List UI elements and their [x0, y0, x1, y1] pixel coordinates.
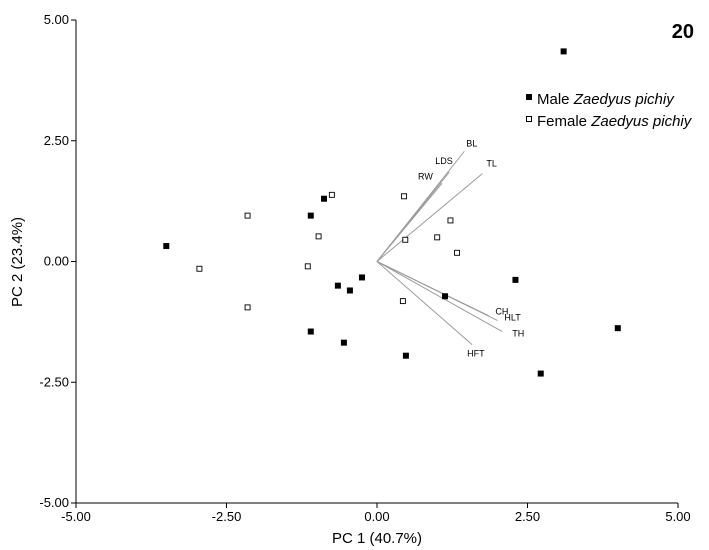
x-tick-label: -5.00	[61, 509, 91, 524]
legend-male-name: Male	[537, 91, 570, 108]
point-male	[402, 352, 409, 359]
point-female	[244, 212, 251, 219]
point-male	[334, 282, 341, 289]
vector-label-lds: LDS	[435, 156, 453, 166]
point-female	[402, 236, 409, 243]
y-tick-label: -5.00	[39, 495, 69, 510]
vector-label-bl: BL	[466, 138, 477, 148]
legend-female-name: Female	[537, 113, 587, 130]
x-tick-label: 5.00	[665, 509, 690, 524]
point-female	[434, 234, 441, 241]
point-female	[244, 304, 251, 311]
loading-vector-tl	[376, 173, 483, 262]
point-female	[304, 263, 311, 270]
point-male	[512, 276, 519, 283]
point-male	[321, 195, 328, 202]
x-tick-label: 0.00	[364, 509, 389, 524]
vector-label-hlt: HLT	[504, 312, 521, 322]
legend-entry-male: Male Zaedyus pichiy	[537, 91, 675, 108]
loading-vector-hlt	[376, 261, 498, 321]
legend-marker-female	[526, 116, 532, 122]
x-tick-label: -2.50	[212, 509, 242, 524]
point-female	[447, 217, 454, 224]
data-points	[163, 48, 621, 377]
point-male	[307, 212, 314, 219]
point-male	[614, 325, 621, 332]
x-axis-title: PC 1 (40.7%)	[332, 530, 422, 547]
panel-label: 20	[672, 21, 694, 43]
point-female	[196, 265, 203, 272]
point-male	[340, 339, 347, 346]
y-tick-label: 0.00	[44, 254, 69, 269]
point-female	[315, 233, 322, 240]
vector-label-ch: CH	[495, 307, 508, 317]
point-female	[454, 249, 461, 256]
point-male	[442, 293, 449, 300]
point-male	[537, 370, 544, 377]
y-tick-label: 5.00	[44, 12, 69, 27]
point-female	[401, 193, 408, 200]
legend: Male Zaedyus pichiy Female Zaedyus pichi…	[526, 91, 693, 130]
point-female	[328, 191, 335, 198]
loading-vector-hft	[376, 261, 473, 345]
vector-label-tl: TL	[486, 159, 497, 169]
legend-entry-female: Female Zaedyus pichiy	[537, 113, 693, 130]
axes: -5.00 -2.50 0.00 2.50 5.00 -5.00 -2.50 0.00 2.50…	[39, 12, 690, 524]
x-tick-label: 2.50	[515, 509, 540, 524]
vector-label-rw: RW	[418, 171, 433, 181]
point-female	[399, 298, 406, 305]
vector-label-hft: HFT	[467, 349, 485, 359]
legend-male-species: Zaedyus pichiy	[573, 91, 676, 108]
legend-female-species: Zaedyus pichiy	[590, 113, 693, 130]
point-male	[358, 274, 365, 281]
vector-label-th: TH	[512, 329, 524, 339]
point-male	[560, 48, 567, 55]
loading-vector-rw	[376, 182, 443, 262]
y-tick-label: -2.50	[39, 374, 69, 389]
point-male	[346, 287, 353, 294]
y-tick-label: 2.50	[44, 133, 69, 148]
point-male	[163, 243, 170, 250]
legend-marker-male	[526, 94, 532, 100]
y-axis-title: PC 2 (23.4%)	[9, 217, 26, 307]
point-male	[307, 328, 314, 335]
loading-vector-th	[376, 261, 503, 332]
